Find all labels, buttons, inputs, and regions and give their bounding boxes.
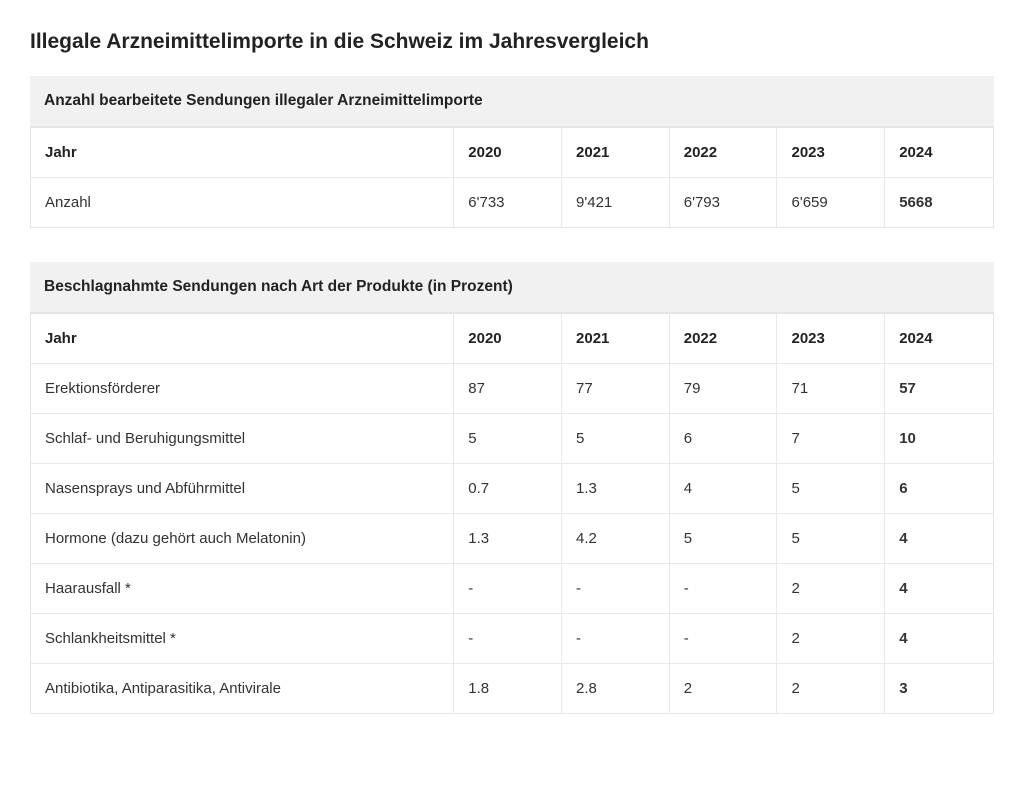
row-value: 77 bbox=[562, 364, 670, 414]
row-value: 2 bbox=[777, 564, 885, 614]
row-value: - bbox=[670, 614, 778, 664]
row-value: 4 bbox=[885, 514, 993, 564]
row-value: 6 bbox=[670, 414, 778, 464]
row-value: 5 bbox=[670, 514, 778, 564]
row-value: 5 bbox=[454, 414, 562, 464]
row-value: 1.8 bbox=[454, 664, 562, 713]
table2-year-3: 2023 bbox=[777, 314, 885, 364]
table-row: Schlankheitsmittel *---24 bbox=[31, 614, 993, 664]
table1-year-1: 2021 bbox=[562, 128, 670, 178]
table2-year-2: 2022 bbox=[670, 314, 778, 364]
row-value: 7 bbox=[777, 414, 885, 464]
row-value: 3 bbox=[885, 664, 993, 713]
table1-year-4: 2024 bbox=[885, 128, 993, 178]
table1-val-2: 6'793 bbox=[670, 178, 778, 227]
row-value: 2.8 bbox=[562, 664, 670, 713]
row-value: 5 bbox=[562, 414, 670, 464]
row-label: Antibiotika, Antiparasitika, Antivirale bbox=[31, 664, 454, 713]
table1-val-4: 5668 bbox=[885, 178, 993, 227]
table1-caption: Anzahl bearbeitete Sendungen illegaler A… bbox=[30, 76, 994, 127]
table-row: Antibiotika, Antiparasitika, Antivirale1… bbox=[31, 664, 993, 713]
row-value: 4.2 bbox=[562, 514, 670, 564]
table-row: Nasensprays und Abführmittel0.71.3456 bbox=[31, 464, 993, 514]
row-value: - bbox=[562, 564, 670, 614]
row-value: 5 bbox=[777, 514, 885, 564]
table1-data-row: Anzahl 6'733 9'421 6'793 6'659 5668 bbox=[31, 178, 993, 227]
table1-row-label: Anzahl bbox=[31, 178, 454, 227]
table-shipment-counts: Anzahl bearbeitete Sendungen illegaler A… bbox=[30, 76, 994, 228]
table2-header-label: Jahr bbox=[31, 314, 454, 364]
row-value: - bbox=[454, 564, 562, 614]
row-label: Schlaf- und Beruhigungsmittel bbox=[31, 414, 454, 464]
row-value: 2 bbox=[670, 664, 778, 713]
row-value: 4 bbox=[885, 564, 993, 614]
table-row: Hormone (dazu gehört auch Melatonin)1.34… bbox=[31, 514, 993, 564]
row-value: 1.3 bbox=[562, 464, 670, 514]
row-label: Nasensprays und Abführmittel bbox=[31, 464, 454, 514]
table-product-types: Beschlagnahmte Sendungen nach Art der Pr… bbox=[30, 262, 994, 714]
row-label: Hormone (dazu gehört auch Melatonin) bbox=[31, 514, 454, 564]
table2-year-1: 2021 bbox=[562, 314, 670, 364]
row-value: - bbox=[670, 564, 778, 614]
row-value: 79 bbox=[670, 364, 778, 414]
row-value: 1.3 bbox=[454, 514, 562, 564]
table-row: Erektionsförderer8777797157 bbox=[31, 364, 993, 414]
table2-year-0: 2020 bbox=[454, 314, 562, 364]
row-value: 5 bbox=[777, 464, 885, 514]
row-value: 4 bbox=[670, 464, 778, 514]
row-value: 6 bbox=[885, 464, 993, 514]
table-row: Schlaf- und Beruhigungsmittel556710 bbox=[31, 414, 993, 464]
table1-year-2: 2022 bbox=[670, 128, 778, 178]
table1-year-0: 2020 bbox=[454, 128, 562, 178]
table2-header-row: Jahr 2020 2021 2022 2023 2024 bbox=[31, 314, 993, 364]
row-label: Erektionsförderer bbox=[31, 364, 454, 414]
row-value: 4 bbox=[885, 614, 993, 664]
table1-val-0: 6'733 bbox=[454, 178, 562, 227]
row-value: - bbox=[454, 614, 562, 664]
table1-val-1: 9'421 bbox=[562, 178, 670, 227]
row-label: Schlankheitsmittel * bbox=[31, 614, 454, 664]
table1-val-3: 6'659 bbox=[777, 178, 885, 227]
table1-year-3: 2023 bbox=[777, 128, 885, 178]
table2-caption: Beschlagnahmte Sendungen nach Art der Pr… bbox=[30, 262, 994, 313]
row-value: 57 bbox=[885, 364, 993, 414]
table1-header-row: Jahr 2020 2021 2022 2023 2024 bbox=[31, 128, 993, 178]
row-value: - bbox=[562, 614, 670, 664]
row-value: 0.7 bbox=[454, 464, 562, 514]
row-value: 2 bbox=[777, 614, 885, 664]
table1-header-label: Jahr bbox=[31, 128, 454, 178]
page-title: Illegale Arzneimittelimporte in die Schw… bbox=[30, 30, 994, 54]
row-value: 87 bbox=[454, 364, 562, 414]
table2-year-4: 2024 bbox=[885, 314, 993, 364]
row-label: Haarausfall * bbox=[31, 564, 454, 614]
row-value: 71 bbox=[777, 364, 885, 414]
table-row: Haarausfall *---24 bbox=[31, 564, 993, 614]
row-value: 10 bbox=[885, 414, 993, 464]
row-value: 2 bbox=[777, 664, 885, 713]
